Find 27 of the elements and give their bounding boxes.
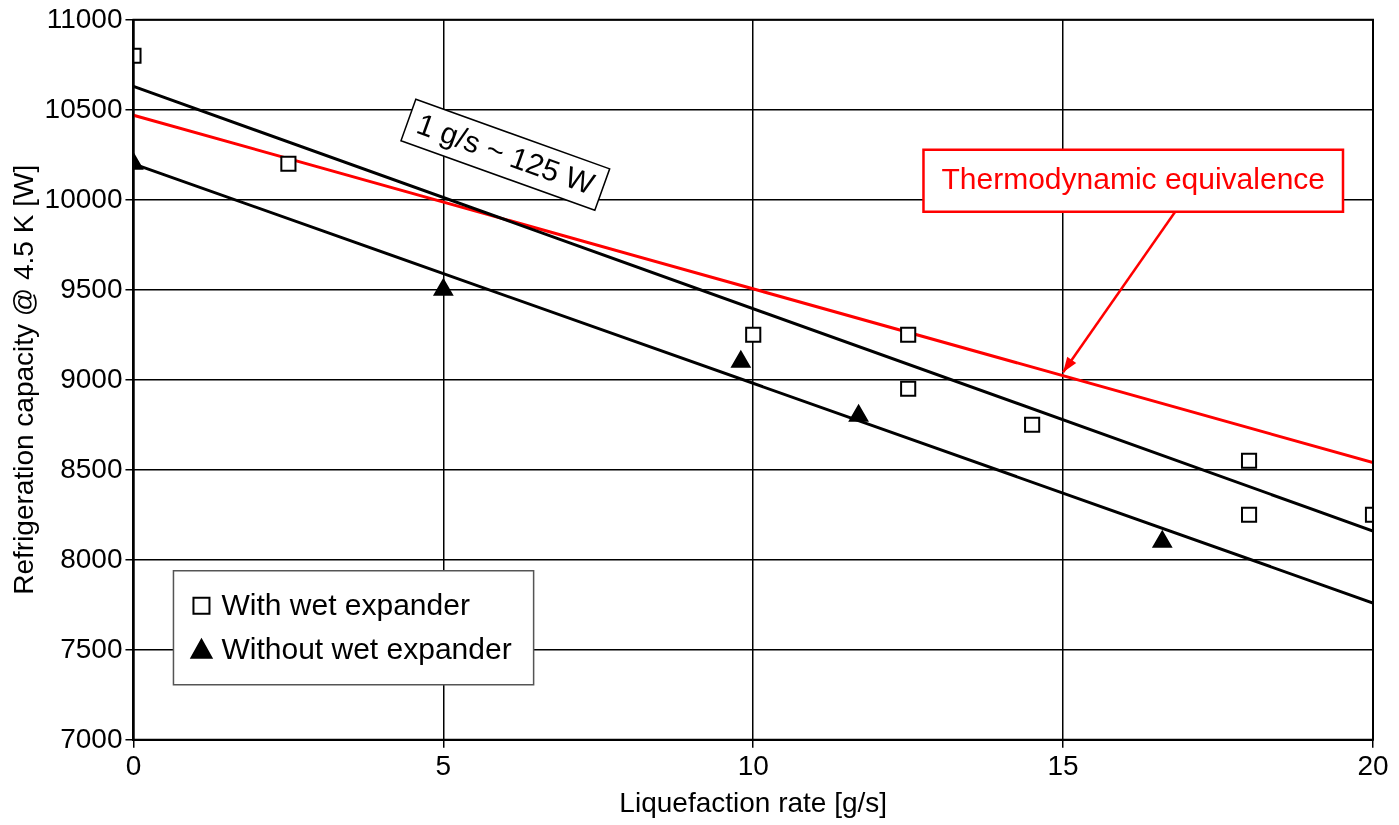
legend-label: Without wet expander xyxy=(221,632,512,666)
point xyxy=(745,326,762,343)
y-axis-title: Refrigeration capacity @ 4.5 K [W] xyxy=(7,164,39,595)
y-tick-label: 10500 xyxy=(44,92,123,124)
point xyxy=(280,155,297,172)
annotation: 1 g/s ~ 125 W xyxy=(412,106,600,201)
point xyxy=(900,326,917,343)
x-tick-label: 10 xyxy=(737,750,769,782)
y-tick-label: 9500 xyxy=(60,272,123,304)
point xyxy=(1240,506,1258,523)
y-tick-label: 8500 xyxy=(60,452,123,484)
point xyxy=(1240,452,1258,469)
x-tick-label: 5 xyxy=(435,750,452,782)
y-tick-label: 9000 xyxy=(60,362,123,394)
x-axis-title: Liquefaction rate [g/s] xyxy=(619,786,888,818)
x-tick-label: 15 xyxy=(1047,750,1079,782)
y-tick-label: 7500 xyxy=(60,632,123,664)
y-tick-label: 7000 xyxy=(60,722,123,754)
legend-label: With wet expander xyxy=(221,588,470,622)
point xyxy=(1024,416,1041,433)
annotation: Thermodynamic equivalence xyxy=(941,162,1325,196)
x-tick-label: 20 xyxy=(1357,750,1389,782)
y-tick-label: 10000 xyxy=(44,182,123,214)
x-tick-label: 0 xyxy=(125,750,142,782)
y-tick-label: 8000 xyxy=(60,542,123,574)
point xyxy=(900,380,917,397)
y-tick-label: 11000 xyxy=(46,2,123,34)
